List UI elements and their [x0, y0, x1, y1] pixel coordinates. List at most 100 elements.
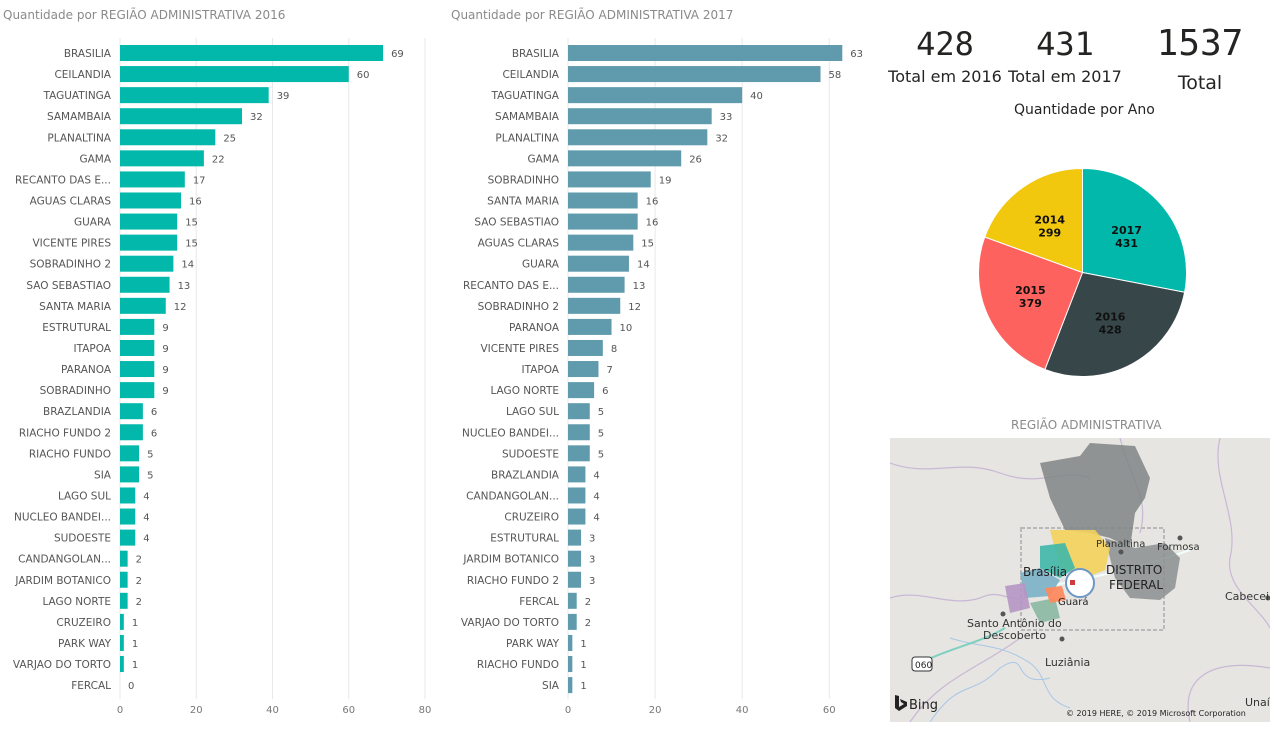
bar-2017-bar[interactable] — [568, 255, 629, 272]
pie-label-value: 379 — [1019, 297, 1042, 310]
bar-2016-bar[interactable] — [120, 592, 128, 609]
pie-label-value: 431 — [1115, 237, 1138, 250]
bar-2017-bar[interactable] — [568, 656, 573, 673]
bar-2016-bar[interactable] — [120, 424, 143, 441]
bar-2016-bar[interactable] — [120, 66, 349, 83]
bar-2017-category-label: ITAPOA — [522, 364, 560, 376]
pie-label-year: 2016 — [1095, 311, 1126, 324]
bar-2016-bar[interactable] — [120, 613, 124, 630]
kpi-label-2017: Total em 2017 — [1008, 67, 1122, 86]
bar-2017-data-label: 15 — [641, 239, 654, 250]
bar-2017-bar[interactable] — [568, 108, 712, 125]
bar-2017-bar[interactable] — [568, 550, 582, 567]
bar-2017-bar[interactable] — [568, 297, 621, 314]
bar-2016-bar[interactable] — [120, 276, 170, 293]
bar-2017-bar[interactable] — [568, 487, 586, 504]
bar-2017-bar[interactable] — [568, 529, 582, 546]
bar-2017-bar[interactable] — [568, 677, 573, 694]
bar-2016-bar[interactable] — [120, 234, 178, 251]
bar-2017-bar[interactable] — [568, 424, 590, 441]
bar-2017-bar[interactable] — [568, 318, 612, 335]
bar-2016-category-label: SOBRADINHO 2 — [30, 259, 111, 271]
bar-2016-data-label: 25 — [223, 133, 236, 144]
bar-2017-bar[interactable] — [568, 382, 595, 399]
bar-2017-bar[interactable] — [568, 361, 599, 378]
bar-2017-bar[interactable] — [568, 150, 682, 167]
bar-2017-bar[interactable] — [568, 276, 625, 293]
bar-2017-bar[interactable] — [568, 171, 651, 188]
bar-2016-bar[interactable] — [120, 445, 140, 462]
bar-2017-bar[interactable] — [568, 45, 843, 61]
bar-2016-bar[interactable] — [120, 318, 155, 335]
pie-slice-2016[interactable] — [1044, 271, 1186, 377]
bar-2016-bar[interactable] — [120, 487, 136, 504]
bar-2016-category-label: JARDIM BOTANICO — [14, 575, 111, 587]
bar-2016-data-label: 12 — [174, 302, 187, 313]
bar-2016-bar[interactable] — [120, 508, 136, 525]
bar-2017-bar[interactable] — [568, 192, 638, 209]
bar-2016-bar[interactable] — [120, 213, 178, 230]
region-gama — [1030, 598, 1060, 623]
bar-2017-bar[interactable] — [568, 66, 821, 83]
bar-2016-bar[interactable] — [120, 361, 155, 378]
pie-title: Quantidade por Ano — [1014, 102, 1155, 118]
bar-2016-bar[interactable] — [120, 529, 136, 546]
bar-2017-data-label: 8 — [611, 344, 617, 355]
bar-2016-category-label: VARJAO DO TORTO — [13, 659, 111, 671]
bar-2016-bar[interactable] — [120, 192, 181, 209]
bar-2016-category-label: GUARA — [74, 217, 112, 229]
bar-2017-bar[interactable] — [568, 129, 708, 146]
bar-2016-bar[interactable] — [120, 297, 166, 314]
road-shield — [911, 656, 933, 672]
pie-slice-2014[interactable] — [984, 167, 1083, 274]
bar-2017-bar[interactable] — [568, 466, 586, 483]
bar-2017-bar[interactable] — [568, 571, 582, 588]
bar-2017-bar[interactable] — [568, 634, 573, 651]
bar-2016-bar[interactable] — [120, 634, 124, 651]
bar-2016-bar[interactable] — [120, 466, 140, 483]
bar-2017-bar[interactable] — [568, 592, 577, 609]
bar-2016-bar[interactable] — [120, 550, 128, 567]
bar-2016-x-tick-label: 40 — [266, 705, 279, 716]
bar-2016-bar[interactable] — [120, 656, 124, 673]
pie-slice-2017[interactable] — [1082, 167, 1187, 293]
bar-2017-category-label: CEILANDIA — [502, 69, 559, 81]
bar-2016-bar[interactable] — [120, 382, 155, 399]
bar-2017-bar[interactable] — [568, 508, 586, 525]
bar-2017-bar[interactable] — [568, 213, 638, 230]
bar-2016-bar[interactable] — [120, 571, 128, 588]
region-map[interactable]: Planaltina Formosa Brasília DISTRITO FED… — [890, 438, 1270, 722]
bar-2017-category-label: SIA — [542, 680, 560, 692]
pie-label-value: 428 — [1099, 324, 1122, 337]
bar-2016-bar[interactable] — [120, 339, 155, 356]
bar-2016-data-label: 15 — [185, 218, 198, 229]
bar-2017-bar[interactable] — [568, 234, 634, 251]
bar-2016-bar[interactable] — [120, 171, 185, 188]
bar-2017-bar[interactable] — [568, 339, 603, 356]
bar-2016-bar[interactable] — [120, 403, 143, 420]
bar-2016-bar[interactable] — [120, 255, 174, 272]
bar-2017-category-label: RIACHO FUNDO — [477, 659, 559, 671]
bar-2016-bar[interactable] — [120, 150, 204, 167]
bar-2016-bar[interactable] — [120, 87, 269, 104]
bar-2017-category-label: LAGO NORTE — [490, 385, 559, 397]
region-guara — [1045, 586, 1066, 603]
chart-title-2016: Quantidade por REGIÃO ADMINISTRATIVA 201… — [3, 8, 286, 22]
bar-2016-bar[interactable] — [120, 45, 384, 61]
bar-2016-bar[interactable] — [120, 129, 216, 146]
bar-2016-data-label: 13 — [178, 281, 191, 292]
pie-slice-2015[interactable] — [978, 236, 1084, 371]
map-label-unai: Unaí — [1245, 696, 1270, 709]
bar-2017-data-label: 14 — [637, 260, 650, 271]
bar-2017-bar[interactable] — [568, 87, 743, 104]
bar-2016-data-label: 9 — [162, 323, 168, 334]
bar-2017-bar[interactable] — [568, 445, 590, 462]
bar-2016-bar[interactable] — [120, 108, 242, 125]
bar-2017-bar[interactable] — [568, 403, 590, 420]
bar-2017-data-label: 3 — [589, 534, 595, 545]
bar-2017-bar[interactable] — [568, 613, 577, 630]
bar-2016-category-label: SOBRADINHO — [40, 385, 111, 397]
